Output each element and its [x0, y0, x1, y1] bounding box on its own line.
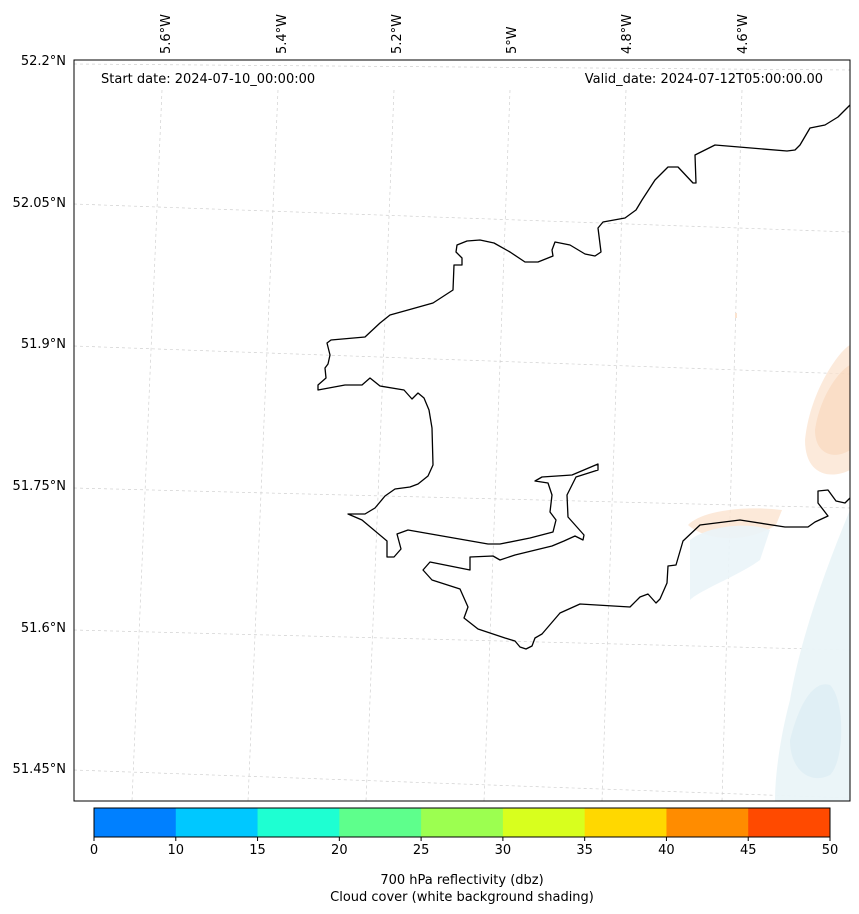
colorbar-cell — [666, 808, 749, 837]
map-panel: Start date: 2024-07-10_00:00:00 Valid_da… — [73, 59, 851, 802]
colorbar-sublabel: Cloud cover (white background shading) — [330, 890, 594, 905]
lon-label: 5.2°W — [390, 14, 405, 54]
colorbar-tick-label: 20 — [331, 843, 348, 858]
colorbar-cell — [502, 808, 586, 837]
lon-label: 4.6°W — [736, 14, 751, 54]
colorbar-tick-label: 35 — [576, 843, 593, 858]
start-date-label: Start date: 2024-07-10_00:00:00 — [101, 72, 315, 87]
colorbar-ticks: 0 10 15 20 25 30 35 40 45 50 — [90, 837, 838, 858]
colorbar-cell — [94, 808, 177, 837]
coastline — [317, 104, 851, 650]
colorbar-tick-label: 0 — [90, 843, 98, 858]
cloud-shading — [688, 313, 850, 801]
colorbar-tick-label: 50 — [822, 843, 839, 858]
lat-label: 51.45°N — [13, 762, 66, 777]
colorbar-cell — [748, 808, 831, 837]
lon-label: 5.4°W — [275, 14, 290, 54]
lat-label: 52.05°N — [13, 196, 66, 211]
lat-label: 51.6°N — [21, 621, 66, 636]
colorbar-tick-label: 25 — [413, 843, 430, 858]
colorbar-tick-label: 40 — [658, 843, 675, 858]
colorbar-cell — [421, 808, 504, 837]
lat-label: 52.2°N — [21, 54, 66, 69]
colorbar-cell — [584, 808, 667, 837]
lat-label: 51.75°N — [13, 479, 66, 494]
colorbar-cell — [339, 808, 422, 837]
valid-date-label: Valid_date: 2024-07-12T05:00:00.00 — [585, 72, 823, 87]
colorbar-cells — [94, 808, 831, 837]
lon-label: 4.8°W — [620, 14, 635, 54]
colorbar: 0 10 15 20 25 30 35 40 45 50 700 hPa reflectivity… — [90, 807, 838, 905]
lon-label: 5°W — [505, 26, 520, 54]
colorbar-label: 700 hPa reflectivity (dbz) — [380, 873, 543, 888]
colorbar-frame — [93, 807, 831, 838]
lon-label: 5.6°W — [159, 14, 174, 54]
colorbar-cell — [175, 808, 259, 837]
colorbar-tick-label: 10 — [168, 843, 185, 858]
longitude-labels: 5.6°W 5.4°W 5.2°W 5°W 4.8°W 4.6°W — [159, 14, 751, 54]
colorbar-tick-label: 30 — [495, 843, 512, 858]
colorbar-cell — [257, 808, 340, 837]
colorbar-tick-label: 45 — [740, 843, 757, 858]
latitude-labels: 52.2°N 52.05°N 51.9°N 51.75°N 51.6°N 51.… — [13, 54, 66, 777]
graticule — [73, 63, 851, 802]
lat-label: 51.9°N — [21, 337, 66, 352]
colorbar-tick-label: 15 — [249, 843, 266, 858]
